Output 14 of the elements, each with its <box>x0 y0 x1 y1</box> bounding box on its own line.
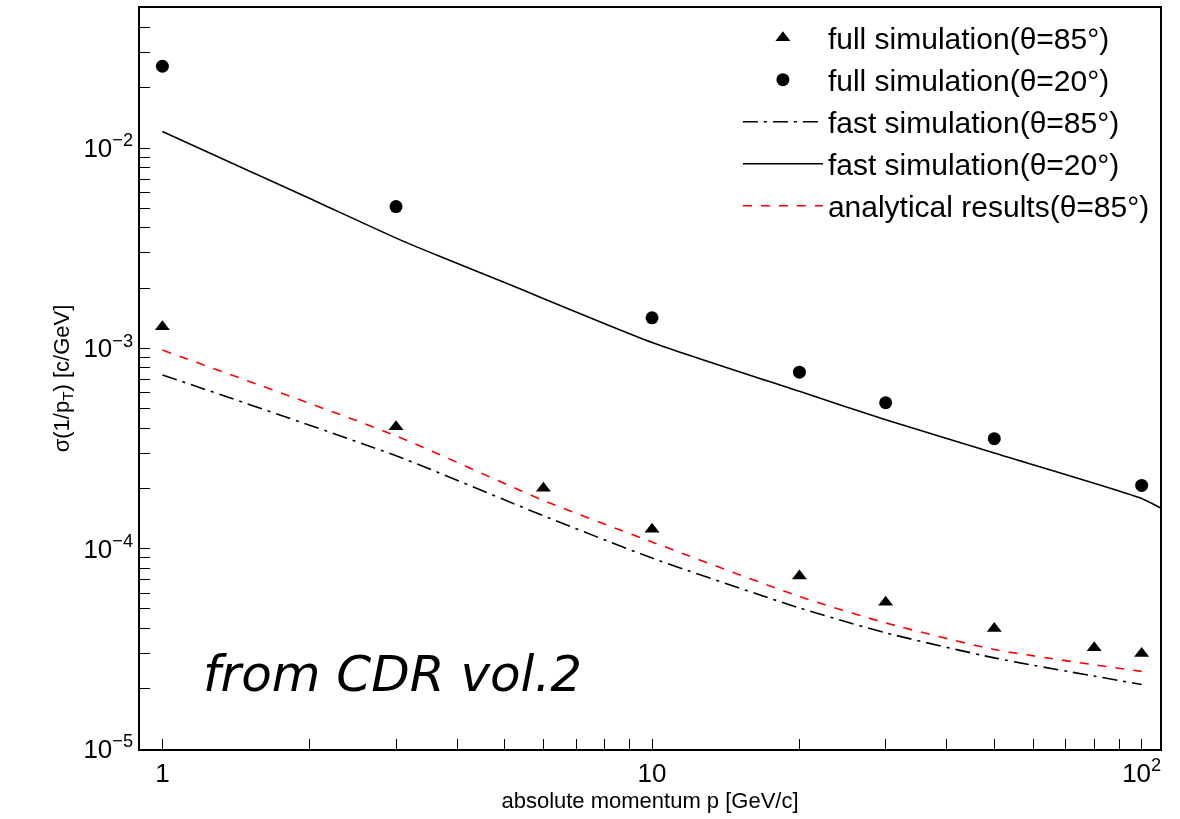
y-tick-label: 10$^{−4}$ <box>83 530 134 564</box>
legend-label: fast simulation(θ=85°) <box>827 106 1120 140</box>
x-tick-label: 10$^{2}$ <box>1122 755 1162 788</box>
y-tick-label: 10$^{−2}$ <box>83 130 134 164</box>
legend-label: fast simulation(θ=20°) <box>827 148 1120 182</box>
legend-label: full simulation(θ=20°) <box>827 64 1110 98</box>
x-tick-label: 10 <box>637 757 667 788</box>
x-axis-title: absolute momentum p [GeV/c] <box>501 787 799 813</box>
x-tick-label: 1 <box>155 757 170 788</box>
legend-label: full simulation(θ=85°) <box>827 22 1110 56</box>
y-tick-label: 10$^{−5}$ <box>83 731 134 765</box>
annotation: from CDR vol.2 <box>203 645 583 703</box>
y-tick-label: 10$^{−3}$ <box>83 330 134 364</box>
legend-label: analytical results(θ=85°) <box>827 190 1150 224</box>
